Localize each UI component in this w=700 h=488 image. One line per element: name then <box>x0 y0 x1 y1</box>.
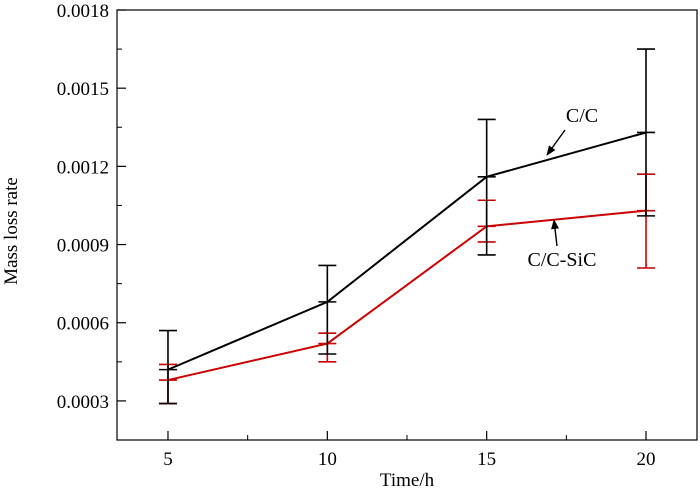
arrow-cc-sic <box>551 219 560 247</box>
error-bar <box>318 264 337 355</box>
series-line <box>167 209 647 382</box>
y-tick-label: 0.0003 <box>57 392 109 413</box>
annotations: C/C C/C-SiC <box>528 105 599 271</box>
error-bar <box>637 48 656 217</box>
series-line <box>167 131 647 371</box>
series-cc-sic <box>158 173 656 405</box>
error-bar <box>477 118 496 256</box>
x-axis: 5 10 15 20 <box>163 431 656 470</box>
y-tick-label: 0.0009 <box>57 236 109 257</box>
y-tick-label: 0.0018 <box>57 1 109 22</box>
series-label-cc-sic: C/C-SiC <box>528 249 597 271</box>
y-axis-title: Mass loss rate <box>1 177 22 285</box>
arrow-cc <box>546 129 566 156</box>
x-tick-label: 15 <box>477 449 496 470</box>
series-cc <box>158 48 656 405</box>
error-bar <box>158 329 177 405</box>
series-layer <box>158 48 656 405</box>
x-tick-label: 20 <box>637 449 656 470</box>
x-tick-label: 10 <box>318 449 337 470</box>
x-axis-title: Time/h <box>380 470 435 488</box>
y-tick-label: 0.0015 <box>57 79 109 100</box>
y-tick-label: 0.0012 <box>57 157 109 178</box>
y-tick-label: 0.0006 <box>57 314 109 335</box>
plot-frame <box>116 9 698 441</box>
series-label-cc: C/C <box>566 105 598 127</box>
y-axis: 0.0003 0.0006 0.0009 0.0012 0.0015 0.0018 <box>57 1 126 441</box>
x-tick-label: 5 <box>163 449 173 470</box>
